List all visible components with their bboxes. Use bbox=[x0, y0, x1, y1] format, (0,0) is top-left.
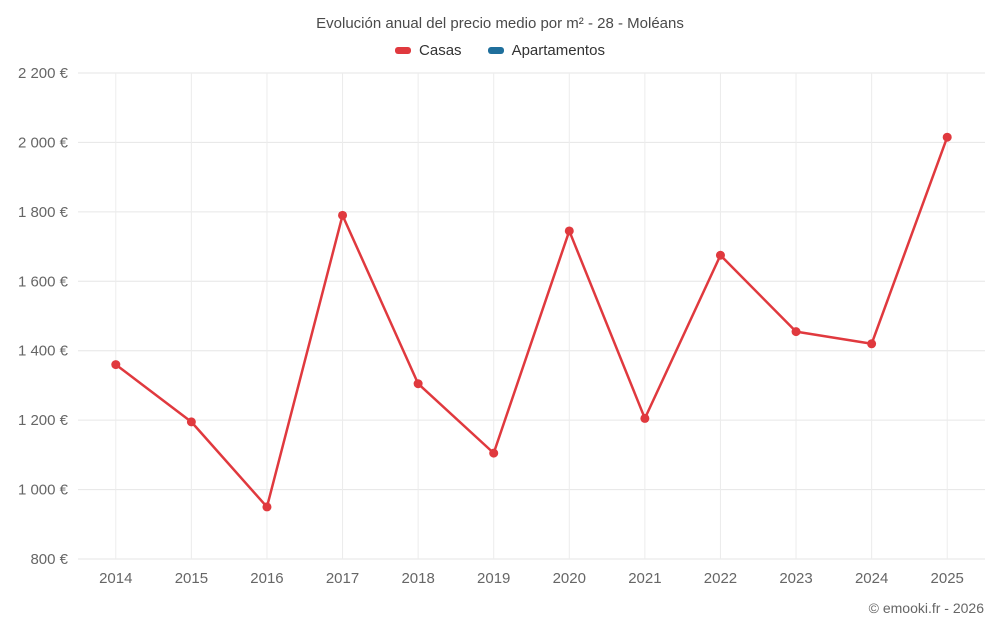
x-axis-tick-label: 2014 bbox=[99, 570, 132, 587]
footer-credit: © emooki.fr - 2026 bbox=[868, 600, 984, 616]
data-point-marker[interactable] bbox=[791, 327, 801, 337]
x-axis-tick-label: 2017 bbox=[326, 570, 359, 587]
chart-title: Evolución anual del precio medio por m² … bbox=[316, 15, 684, 32]
data-point-marker[interactable] bbox=[262, 502, 272, 512]
x-axis-tick-label: 2022 bbox=[704, 570, 737, 587]
data-point-marker[interactable] bbox=[489, 448, 499, 458]
x-axis-tick-label: 2020 bbox=[553, 570, 586, 587]
y-axis-tick-label: 2 000 € bbox=[18, 134, 69, 151]
legend-item-casas[interactable]: Casas bbox=[395, 42, 462, 59]
chart-legend: Casas Apartamentos bbox=[0, 42, 1000, 59]
x-axis-tick-label: 2024 bbox=[855, 570, 888, 587]
legend-label-casas: Casas bbox=[419, 42, 462, 59]
y-axis-tick-label: 1 400 € bbox=[18, 343, 69, 360]
data-point-marker[interactable] bbox=[111, 360, 121, 370]
y-axis-tick-label: 1 200 € bbox=[18, 412, 69, 429]
data-point-marker[interactable] bbox=[564, 226, 574, 236]
apartamentos-series-swatch-icon bbox=[487, 47, 504, 54]
y-axis-tick-label: 1 000 € bbox=[18, 482, 69, 499]
x-axis-tick-label: 2018 bbox=[401, 570, 434, 587]
data-point-marker[interactable] bbox=[942, 132, 952, 142]
legend-item-apartamentos[interactable]: Apartamentos bbox=[487, 42, 605, 59]
legend-label-apartamentos: Apartamentos bbox=[511, 42, 605, 59]
series-line-casas bbox=[114, 135, 949, 509]
x-axis-tick-label: 2019 bbox=[477, 570, 510, 587]
y-axis-tick-label: 800 € bbox=[30, 551, 68, 568]
data-point-marker[interactable] bbox=[338, 210, 348, 220]
x-axis-tick-label: 2016 bbox=[250, 570, 283, 587]
y-axis-tick-label: 1 600 € bbox=[18, 273, 69, 290]
y-axis-tick-label: 1 800 € bbox=[18, 204, 69, 221]
x-axis-tick-label: 2015 bbox=[175, 570, 208, 587]
x-axis-tick-label: 2025 bbox=[931, 570, 964, 587]
casas-series-swatch-icon bbox=[395, 47, 412, 54]
data-point-marker[interactable] bbox=[867, 339, 877, 349]
x-axis-tick-label: 2023 bbox=[779, 570, 812, 587]
data-point-marker[interactable] bbox=[413, 379, 423, 389]
x-axis-tick-label: 2021 bbox=[628, 570, 661, 587]
data-point-marker[interactable] bbox=[715, 250, 725, 260]
data-point-marker[interactable] bbox=[186, 417, 196, 427]
y-axis-tick-label: 2 200 € bbox=[18, 65, 69, 82]
data-point-marker[interactable] bbox=[640, 413, 650, 423]
